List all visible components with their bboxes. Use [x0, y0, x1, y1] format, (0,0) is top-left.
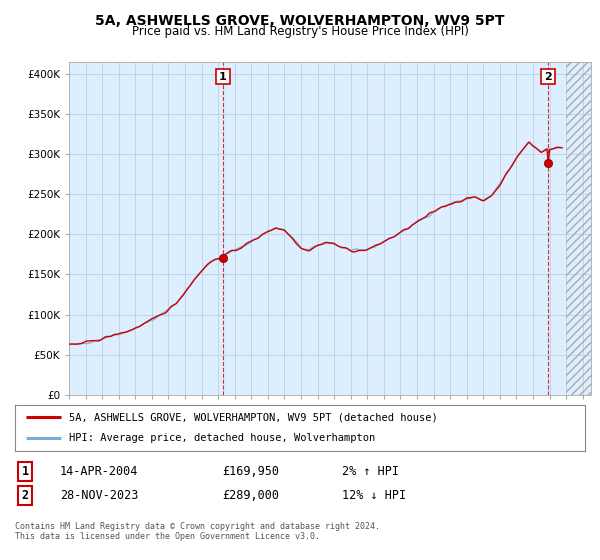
- Text: £289,000: £289,000: [222, 489, 279, 502]
- Text: Price paid vs. HM Land Registry's House Price Index (HPI): Price paid vs. HM Land Registry's House …: [131, 25, 469, 38]
- Text: 2: 2: [22, 489, 29, 502]
- Text: HPI: Average price, detached house, Wolverhampton: HPI: Average price, detached house, Wolv…: [69, 433, 376, 444]
- Text: 14-APR-2004: 14-APR-2004: [60, 465, 139, 478]
- Text: 2: 2: [544, 72, 552, 82]
- Text: 2% ↑ HPI: 2% ↑ HPI: [342, 465, 399, 478]
- Text: 1: 1: [219, 72, 227, 82]
- Text: Contains HM Land Registry data © Crown copyright and database right 2024.
This d: Contains HM Land Registry data © Crown c…: [15, 522, 380, 542]
- Text: 1: 1: [22, 465, 29, 478]
- Text: 5A, ASHWELLS GROVE, WOLVERHAMPTON, WV9 5PT (detached house): 5A, ASHWELLS GROVE, WOLVERHAMPTON, WV9 5…: [69, 412, 438, 422]
- Text: £169,950: £169,950: [222, 465, 279, 478]
- Bar: [566, 62, 591, 395]
- Text: 28-NOV-2023: 28-NOV-2023: [60, 489, 139, 502]
- Text: 12% ↓ HPI: 12% ↓ HPI: [342, 489, 406, 502]
- Text: 5A, ASHWELLS GROVE, WOLVERHAMPTON, WV9 5PT: 5A, ASHWELLS GROVE, WOLVERHAMPTON, WV9 5…: [95, 14, 505, 28]
